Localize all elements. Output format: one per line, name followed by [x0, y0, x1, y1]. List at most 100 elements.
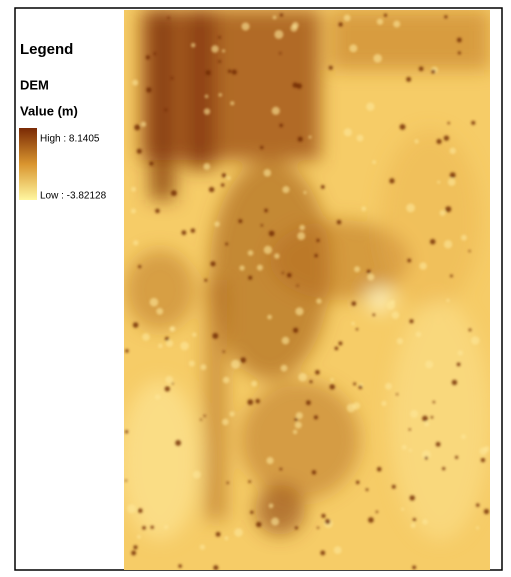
speckle [353, 382, 356, 385]
speckle [134, 124, 140, 130]
speckle [248, 250, 254, 256]
speckle [227, 482, 229, 484]
speckle [419, 66, 424, 71]
speckle [218, 60, 221, 63]
speckle [273, 15, 277, 19]
speckle [377, 18, 383, 24]
speckle [200, 544, 205, 549]
speckle [344, 128, 352, 136]
speckle [372, 313, 375, 316]
speckle [279, 52, 281, 54]
speckle [366, 103, 374, 111]
speckle [210, 261, 215, 266]
speckle [392, 311, 400, 319]
speckle [461, 434, 466, 439]
speckle [155, 394, 160, 399]
speckle [358, 385, 362, 389]
speckle [367, 270, 371, 274]
speckle [280, 13, 283, 16]
speckle [274, 30, 283, 39]
speckle [476, 526, 479, 529]
speckle [132, 80, 138, 86]
speckle [440, 210, 446, 216]
speckle [156, 308, 163, 315]
speckle [314, 254, 317, 257]
speckle [149, 162, 153, 166]
speckle [320, 551, 325, 556]
speckle [337, 220, 342, 225]
speckle [373, 54, 382, 63]
speckle [416, 332, 422, 338]
speckle [366, 488, 369, 491]
speckle [293, 82, 298, 87]
speckle [368, 517, 374, 523]
speckle [280, 468, 283, 471]
speckle [223, 377, 230, 384]
speckle [361, 206, 366, 211]
speckle [229, 411, 234, 416]
speckle [338, 341, 342, 345]
speckle [158, 344, 163, 349]
speckle [422, 416, 428, 422]
speckle [334, 546, 342, 554]
speckle [367, 273, 374, 280]
speckle [189, 361, 195, 367]
speckle [256, 522, 261, 527]
speckle [392, 485, 396, 489]
speckle [133, 545, 137, 549]
speckle [442, 467, 445, 470]
legend-ramp [19, 128, 37, 200]
speckle [347, 404, 356, 413]
speckle [469, 329, 472, 332]
speckle [400, 124, 406, 130]
speckle [264, 209, 268, 213]
speckle [165, 376, 173, 384]
speckle [409, 319, 413, 323]
speckle [315, 370, 320, 375]
speckle [444, 135, 449, 140]
speckle [381, 401, 386, 406]
dem-raster [120, 10, 490, 570]
speckle [330, 384, 335, 389]
speckle [351, 301, 356, 306]
speckle [410, 495, 415, 500]
speckle [142, 333, 150, 341]
speckle [316, 298, 321, 303]
speckle [141, 122, 146, 127]
speckle [450, 148, 456, 154]
speckle [425, 360, 433, 368]
speckle [444, 240, 452, 248]
speckle [372, 160, 376, 164]
speckle [181, 230, 186, 235]
speckle [314, 415, 318, 419]
speckle [250, 511, 253, 514]
speckle [238, 219, 242, 223]
speckle [204, 108, 210, 114]
speckle [240, 357, 246, 363]
speckle [433, 401, 435, 403]
speckle [321, 514, 325, 518]
speckle [282, 337, 290, 345]
speckle [251, 381, 257, 387]
speckle [309, 380, 312, 383]
speckle [457, 38, 462, 43]
speckle [393, 21, 400, 28]
speckle [298, 373, 307, 382]
speckle [293, 328, 298, 333]
speckle [209, 187, 214, 192]
speckle [272, 107, 280, 115]
speckle [242, 22, 250, 30]
speckle [146, 55, 150, 59]
speckle [234, 528, 243, 537]
speckle [269, 231, 275, 237]
speckle [180, 342, 189, 351]
speckle [204, 415, 206, 417]
speckle [150, 298, 159, 307]
speckle [171, 77, 173, 79]
speckle [165, 386, 170, 391]
speckle [222, 419, 229, 426]
speckle [409, 428, 411, 430]
speckle [146, 87, 151, 92]
speckle [137, 535, 141, 539]
speckle [436, 442, 441, 447]
